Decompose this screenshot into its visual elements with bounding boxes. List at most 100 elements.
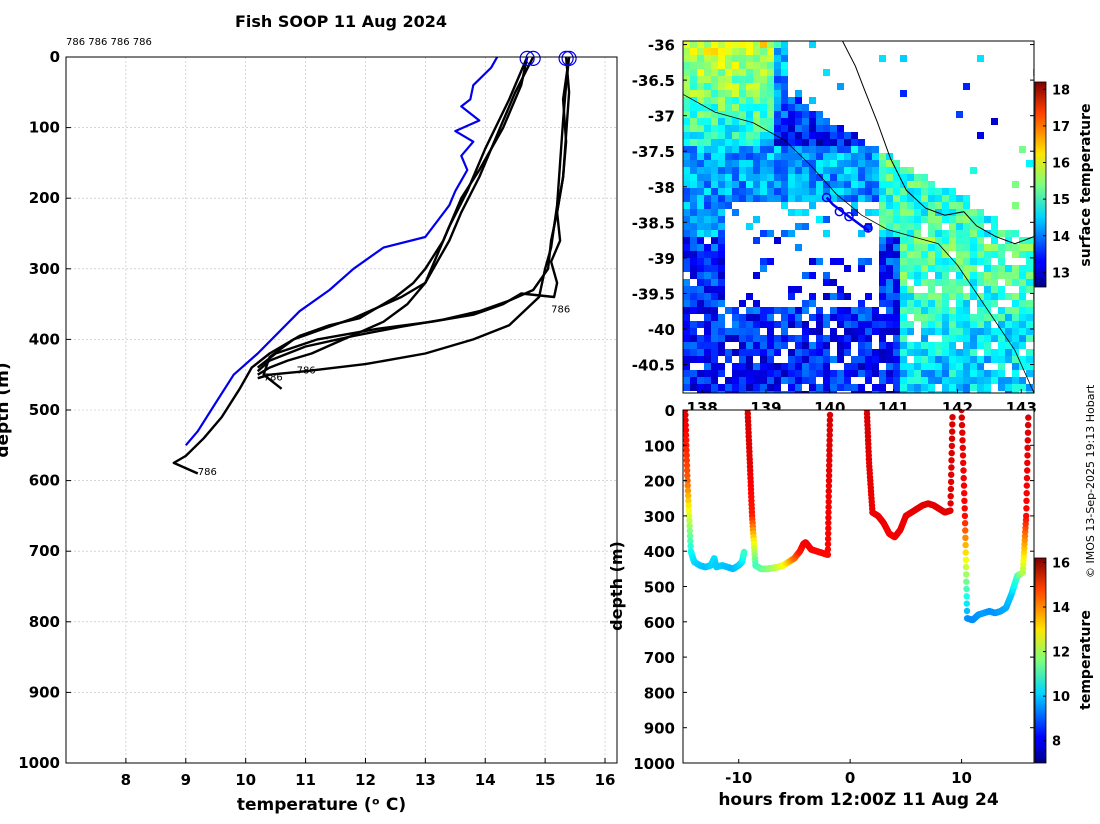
lat-tick-label: -38.5 xyxy=(632,214,675,232)
temperature-point xyxy=(824,551,832,558)
sst-cell xyxy=(935,272,942,279)
temperature-point xyxy=(685,492,692,499)
sst-cell xyxy=(753,384,760,391)
y-tick-label: 600 xyxy=(644,614,675,632)
sst-cell xyxy=(809,111,816,118)
sst-cell xyxy=(718,125,725,132)
sst-cell xyxy=(781,188,788,195)
sst-cell xyxy=(1019,251,1026,258)
sst-cell xyxy=(809,293,816,300)
drop-marker xyxy=(561,50,577,67)
sst-cell xyxy=(753,349,760,356)
sst-cell xyxy=(725,356,732,363)
sst-cell xyxy=(781,370,788,377)
sst-cell xyxy=(865,349,872,356)
sst-cell xyxy=(718,111,725,118)
sst-cell xyxy=(984,321,991,328)
sst-cell xyxy=(711,272,718,279)
sst-cell xyxy=(718,139,725,146)
lat-tick-label: -36.5 xyxy=(632,72,675,90)
sst-cell xyxy=(725,41,732,48)
sst-cell xyxy=(760,188,767,195)
sst-cell xyxy=(935,391,942,393)
sst-cell xyxy=(879,251,886,258)
sst-cell xyxy=(949,307,956,314)
sst-cell xyxy=(1019,328,1026,335)
sst-cell xyxy=(683,216,690,223)
sst-cell xyxy=(746,223,753,230)
sst-cell xyxy=(872,384,879,391)
sst-cell xyxy=(928,321,935,328)
sst-cell xyxy=(746,41,753,48)
temperature-point xyxy=(1025,414,1032,421)
sst-cell xyxy=(704,300,711,307)
temperature-point xyxy=(687,537,694,545)
temperature-point xyxy=(1024,429,1032,436)
sst-cell xyxy=(879,279,886,286)
sst-cell xyxy=(823,384,830,391)
sst-cell xyxy=(823,174,830,181)
sst-cell xyxy=(823,167,830,174)
sst-cell xyxy=(816,314,823,321)
sst-cell xyxy=(732,167,739,174)
sst-cell xyxy=(683,167,690,174)
sst-cell xyxy=(781,174,788,181)
sst-cell xyxy=(690,111,697,118)
sst-cell xyxy=(844,342,851,349)
x-tick-label: 9 xyxy=(181,771,191,789)
temperature-point xyxy=(825,477,833,484)
sst-cell xyxy=(865,363,872,370)
sst-cell xyxy=(746,349,753,356)
sst-cell xyxy=(683,349,690,356)
sst-cell xyxy=(767,104,774,111)
sst-cell xyxy=(872,160,879,167)
sst-cell xyxy=(991,293,998,300)
sst-cell xyxy=(886,265,893,272)
sst-cell xyxy=(921,195,928,202)
sst-cell xyxy=(774,377,781,384)
sst-cell xyxy=(753,174,760,181)
sst-cell xyxy=(760,258,767,265)
temperature-point xyxy=(1023,467,1031,474)
sst-cell xyxy=(837,342,844,349)
sst-cell xyxy=(704,342,711,349)
sst-cell xyxy=(998,342,1005,349)
sst-cell xyxy=(970,328,977,335)
temperature-point xyxy=(826,416,834,424)
sst-cell xyxy=(837,335,844,342)
sst-cell xyxy=(886,188,893,195)
sst-cell xyxy=(900,391,907,393)
sst-cell xyxy=(865,370,872,377)
sst-cell xyxy=(837,188,844,195)
sst-cell xyxy=(1005,293,1012,300)
sst-cell xyxy=(781,97,788,104)
sst-cell xyxy=(865,391,872,393)
sst-cell xyxy=(718,272,725,279)
sst-cell xyxy=(823,349,830,356)
sst-cell xyxy=(718,83,725,90)
sst-cell xyxy=(998,244,1005,251)
sst-cell xyxy=(998,377,1005,384)
sst-cell xyxy=(830,328,837,335)
sst-cell xyxy=(774,384,781,391)
temperature-point xyxy=(960,482,968,489)
sst-cell xyxy=(914,223,921,230)
sst-cell xyxy=(683,139,690,146)
sst-cell xyxy=(830,293,837,300)
sst-cell xyxy=(928,370,935,377)
sst-cell xyxy=(872,188,879,195)
sst-cell xyxy=(963,377,970,384)
sst-cell xyxy=(781,104,788,111)
sst-cell xyxy=(795,384,802,391)
sst-cell xyxy=(767,139,774,146)
sst-cell xyxy=(837,356,844,363)
sst-cell xyxy=(893,314,900,321)
sst-cell xyxy=(921,335,928,342)
sst-cell xyxy=(1005,342,1012,349)
sst-cell xyxy=(746,363,753,370)
x-tick-label: 11 xyxy=(295,771,316,789)
sst-cell xyxy=(991,223,998,230)
sst-cell xyxy=(1026,321,1033,328)
sst-cell xyxy=(914,265,921,272)
sst-cell xyxy=(935,244,942,251)
